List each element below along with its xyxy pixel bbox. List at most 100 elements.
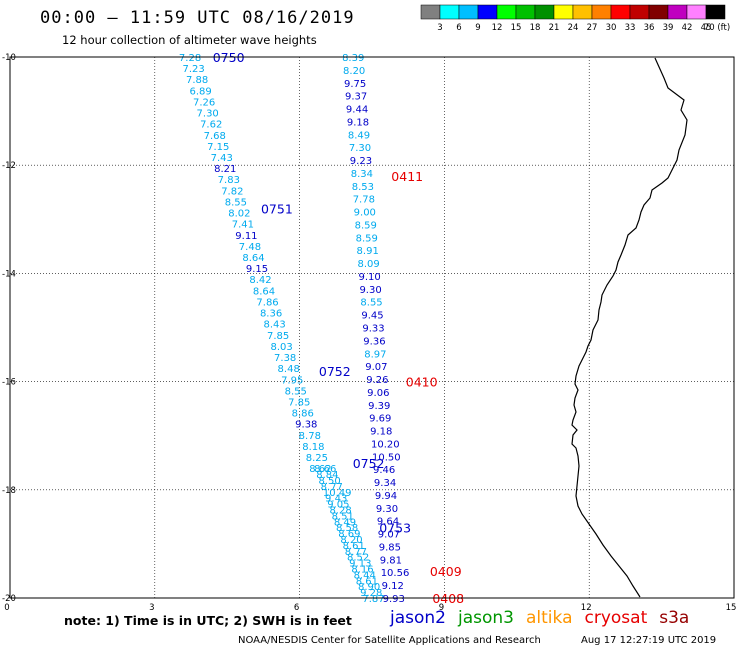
- lat-tick-label: -12: [2, 161, 16, 171]
- colorbar-swatch: [534, 4, 555, 20]
- wave-height-label: 9.11: [235, 231, 257, 242]
- wave-height-label: 8.55: [225, 197, 247, 208]
- colorbar-tick-label: 70 (ft): [704, 23, 730, 33]
- wave-height-label: 8.50: [318, 476, 340, 487]
- wave-height-label: 8.25: [306, 453, 328, 464]
- wave-height-label: 8.21: [214, 164, 236, 175]
- wave-height-label: 9.18: [370, 427, 392, 438]
- wave-height-label: 8.61: [343, 541, 365, 552]
- lon-tick-label: 12: [581, 603, 592, 613]
- units-note: note: 1) Time is in UTC; 2) SWH is in fe…: [64, 613, 352, 628]
- wave-height-label: 9.10: [358, 272, 380, 283]
- wave-height-label: 9.93: [383, 594, 405, 605]
- legend-altika: altika: [526, 608, 573, 628]
- colorbar-tick-label: 33: [625, 23, 636, 33]
- wave-height-label: 9.34: [374, 478, 396, 489]
- wave-height-label: 9.94: [375, 491, 397, 502]
- map-title: 00:00 – 11:59 UTC 08/16/2019: [40, 8, 355, 28]
- wave-height-label: 10.56: [381, 568, 410, 579]
- wave-height-label: 7.95: [281, 375, 303, 386]
- wave-height-label: 7.30: [197, 109, 219, 120]
- wave-height-label: 7.83: [218, 175, 240, 186]
- altimeter-tracks: 7.287.237.886.897.267.307.627.687.157.43…: [179, 50, 464, 606]
- wave-height-label: 7.62: [200, 120, 222, 131]
- wave-height-label: 7.43: [211, 153, 233, 164]
- lon-tick-label: 9: [439, 603, 444, 613]
- wave-height-label: 7.28: [179, 53, 201, 64]
- wave-height-label: 8.03: [271, 342, 293, 353]
- wave-height-label: 8.69: [338, 529, 360, 540]
- wave-height-label: 8.02: [228, 209, 250, 220]
- credit-text: NOAA/NESDIS Center for Satellite Applica…: [238, 635, 541, 646]
- wave-height-label: 8.62: [309, 464, 331, 475]
- wave-height-label: 8.64: [253, 286, 275, 297]
- colorbar-tick-label: 27: [587, 23, 598, 33]
- wave-height-label: 7.85: [288, 397, 310, 408]
- colorbar-tick-label: 42: [682, 23, 693, 33]
- wave-height-label: 8.48: [278, 364, 300, 375]
- colorbar-swatch: [610, 4, 631, 20]
- satellite-legend: jason2 jason3 altika cryosat s3a: [390, 608, 701, 628]
- legend-s3a: s3a: [659, 608, 690, 628]
- wave-height-label: 7.86: [256, 297, 278, 308]
- wave-height-label: 8.84: [316, 470, 338, 481]
- colorbar-swatch: [686, 4, 707, 20]
- colorbar-swatch: [515, 4, 536, 20]
- colorbar-tick-label: 18: [530, 23, 541, 33]
- colorbar-tick-label: 15: [511, 23, 522, 33]
- timestamp-text: Aug 17 12:27:19 UTC 2019: [581, 635, 717, 646]
- map-frame: [9, 56, 735, 599]
- wave-height-label: 8.90: [358, 582, 380, 593]
- wave-height-label: 9.44: [346, 105, 368, 116]
- wave-height-label: 7.30: [349, 143, 371, 154]
- colorbar-swatch: [458, 4, 479, 20]
- wave-height-label: 9.85: [379, 542, 401, 553]
- colorbar-tick-label: 30: [606, 23, 617, 33]
- wave-height-label: 9.05: [327, 500, 349, 511]
- pass-time-label: 0411: [391, 169, 423, 184]
- colorbar-tick-label: 39: [663, 23, 674, 33]
- wave-height-label: 9.18: [347, 117, 369, 128]
- wave-height-label: 9.37: [345, 92, 367, 103]
- pass-time-label: 0753: [379, 521, 411, 536]
- wave-height-label: 9.33: [362, 324, 384, 335]
- wave-height-label: 8.36: [260, 309, 282, 320]
- wave-height-label: 9.46: [373, 465, 395, 476]
- colorbar-swatch: [572, 4, 593, 20]
- wave-height-label: 9.45: [361, 311, 383, 322]
- wave-height-label: 7.85: [267, 331, 289, 342]
- wave-height-label: 8.20: [343, 66, 365, 77]
- wave-height-label: 8.61: [356, 576, 378, 587]
- lon-tick-label: 3: [149, 603, 154, 613]
- wave-height-label: 8.58: [336, 523, 358, 534]
- lon-tick-label: 15: [726, 603, 737, 613]
- colorbar-tick-label: 21: [549, 23, 560, 33]
- wave-height-label: 6.89: [189, 86, 211, 97]
- wave-height-label: 9.43: [325, 494, 347, 505]
- lat-tick-label: -10: [2, 53, 16, 63]
- wave-height-label: 8.20: [340, 535, 362, 546]
- wave-height-label: 8.43: [263, 320, 285, 331]
- wave-height-label: 8.52: [347, 553, 369, 564]
- pass-time-label: 0752: [319, 364, 351, 379]
- wave-height-label: 8.49: [348, 130, 370, 141]
- wave-height-label: 9.30: [376, 504, 398, 515]
- wave-height-label: 9.23: [350, 156, 372, 167]
- wave-height-label: 9.13: [349, 559, 371, 570]
- wave-height-label: 8.53: [352, 182, 374, 193]
- pass-time-label: 0752: [353, 456, 385, 471]
- wave-height-label: 9.36: [363, 336, 385, 347]
- colorbar-tick-label: 45: [701, 23, 712, 33]
- colorbar-swatch: [553, 4, 574, 20]
- wave-height-label: 8.28: [329, 505, 351, 516]
- wave-height-label: 8.86: [292, 409, 314, 420]
- wave-height-label: 7.68: [204, 131, 226, 142]
- wave-height-label: 8.55: [360, 298, 382, 309]
- wave-height-label: 8.77: [345, 547, 367, 558]
- legend-jason2: jason2: [390, 608, 446, 628]
- wave-height-label: 9.26: [366, 375, 388, 386]
- lon-tick-label: 0: [4, 603, 9, 613]
- wave-height-label: 8.91: [357, 246, 379, 257]
